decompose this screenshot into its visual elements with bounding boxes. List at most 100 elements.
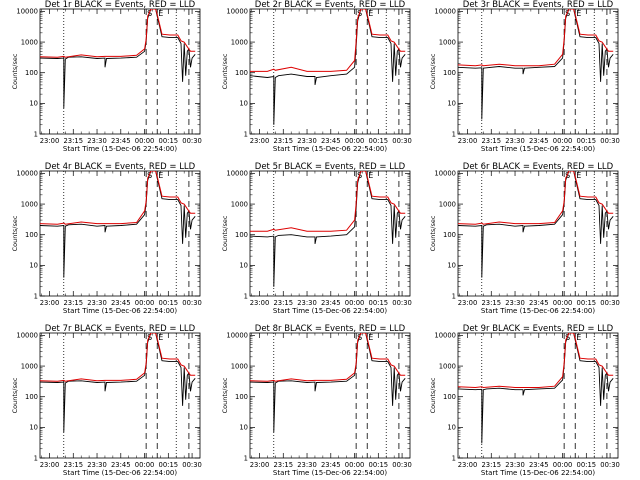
series-events-line	[40, 333, 196, 433]
chart-title: Det 1r BLACK = Events, RED = LLD	[45, 0, 196, 10]
y-tick-label: 1	[244, 292, 248, 300]
y-tick-label: 1	[34, 454, 38, 462]
end-marker: E	[368, 333, 373, 342]
x-tick-label: 00:15	[369, 461, 389, 469]
plot-frame	[457, 8, 619, 135]
x-tick-label: 23:45	[529, 299, 549, 307]
series-lld-line	[250, 333, 406, 382]
x-tick-label: 00:15	[369, 299, 389, 307]
chart-title: Det 2r BLACK = Events, RED = LLD	[255, 0, 406, 10]
y-axis-label: Counts/sec	[221, 215, 229, 251]
y-tick-label: 1000	[21, 38, 38, 46]
x-tick-label: 00:15	[577, 299, 597, 307]
series-lld-line	[458, 171, 614, 225]
y-tick-label: 1	[34, 130, 38, 138]
plot-frame	[457, 170, 619, 297]
x-axis-label: Start Time (15-Dec-06 22:54:00)	[273, 145, 387, 153]
y-tick-label: 10	[239, 100, 248, 108]
y-tick-label: 10	[239, 262, 248, 270]
x-tick-label: 23:15	[63, 137, 83, 145]
series-events-line	[458, 333, 614, 444]
end-marker: E	[576, 9, 581, 18]
x-tick-label: 00:30	[392, 299, 412, 307]
x-tick-label: 23:30	[297, 461, 317, 469]
y-tick-label: 100	[443, 231, 456, 239]
series-lld-line	[40, 9, 196, 58]
chart-panel-2: Det 2r BLACK = Events, RED = LLD 1 10 100 10…	[221, 0, 412, 153]
chart-panel-3: Det 3r BLACK = Events, RED = LLD 1 10 100 10…	[429, 0, 620, 153]
y-tick-label: 10	[447, 100, 456, 108]
series-events-line	[458, 9, 614, 120]
y-tick-label: 100	[235, 69, 248, 77]
y-axis-label: Counts/sec	[429, 215, 437, 251]
x-axis-label: Start Time (15-Dec-06 22:54:00)	[63, 145, 177, 153]
x-tick-label: 23:00	[458, 461, 478, 469]
x-tick-label: 23:15	[481, 137, 501, 145]
x-tick-label: 23:45	[321, 137, 341, 145]
x-tick-label: 23:15	[273, 299, 293, 307]
end-marker: E	[158, 171, 163, 180]
y-tick-label: 100	[25, 231, 38, 239]
y-tick-label: 10000	[226, 332, 248, 340]
x-tick-label: 23:00	[250, 137, 270, 145]
y-tick-label: 1000	[439, 38, 456, 46]
end-marker: E	[576, 171, 581, 180]
x-tick-label: 23:15	[63, 299, 83, 307]
x-tick-label: 23:15	[63, 461, 83, 469]
y-tick-label: 1	[244, 130, 248, 138]
y-axis-label: Counts/sec	[221, 377, 229, 413]
end-marker: E	[158, 333, 163, 342]
series-lld-line	[40, 171, 196, 225]
x-tick-label: 23:30	[297, 299, 317, 307]
y-tick-label: 100	[443, 69, 456, 77]
y-tick-label: 10	[29, 100, 38, 108]
y-tick-label: 100	[25, 393, 38, 401]
x-tick-label: 23:00	[458, 137, 478, 145]
y-tick-label: 1000	[231, 38, 248, 46]
x-tick-label: 23:45	[111, 137, 131, 145]
y-tick-label: 100	[235, 393, 248, 401]
x-tick-label: 23:30	[297, 137, 317, 145]
y-tick-label: 1000	[231, 362, 248, 370]
y-tick-label: 100	[235, 231, 248, 239]
plot-frame	[39, 8, 201, 135]
chart-title: Det 3r BLACK = Events, RED = LLD	[463, 0, 614, 10]
x-tick-label: 00:15	[577, 137, 597, 145]
series-lld-line	[458, 333, 614, 389]
y-tick-label: 1000	[439, 362, 456, 370]
series-lld-line	[250, 9, 406, 72]
x-tick-label: 00:30	[182, 299, 202, 307]
x-tick-label: 23:45	[529, 461, 549, 469]
x-tick-label: 00:15	[369, 137, 389, 145]
x-tick-label: 23:00	[40, 137, 60, 145]
y-tick-label: 1	[34, 292, 38, 300]
x-tick-label: 23:15	[273, 137, 293, 145]
x-tick-label: 00:15	[159, 299, 179, 307]
chart-panel-7: Det 7r BLACK = Events, RED = LLD 1 10 100 10…	[11, 324, 202, 477]
y-axis-label: Counts/sec	[429, 377, 437, 413]
x-axis-label: Start Time (15-Dec-06 22:54:00)	[273, 469, 387, 477]
x-tick-label: 23:45	[111, 299, 131, 307]
y-tick-label: 1000	[21, 362, 38, 370]
y-tick-label: 10000	[16, 170, 38, 178]
x-tick-label: 00:00	[345, 299, 365, 307]
y-tick-label: 100	[443, 393, 456, 401]
x-tick-label: 00:00	[345, 137, 365, 145]
x-tick-label: 23:00	[40, 299, 60, 307]
x-axis-label: Start Time (15-Dec-06 22:54:00)	[63, 469, 177, 477]
y-tick-label: 10000	[434, 8, 456, 16]
x-tick-label: 23:30	[505, 299, 525, 307]
plot-frame	[39, 332, 201, 459]
y-tick-label: 10000	[16, 8, 38, 16]
x-tick-label: 00:15	[159, 461, 179, 469]
x-tick-label: 00:00	[553, 461, 573, 469]
x-tick-label: 23:00	[250, 299, 270, 307]
x-tick-label: 00:30	[392, 137, 412, 145]
x-tick-label: 23:30	[505, 137, 525, 145]
y-tick-label: 1	[452, 292, 456, 300]
x-axis-label: Start Time (15-Dec-06 22:54:00)	[481, 145, 595, 153]
x-tick-label: 23:45	[321, 299, 341, 307]
series-events-line	[250, 171, 406, 287]
x-tick-label: 23:45	[111, 461, 131, 469]
